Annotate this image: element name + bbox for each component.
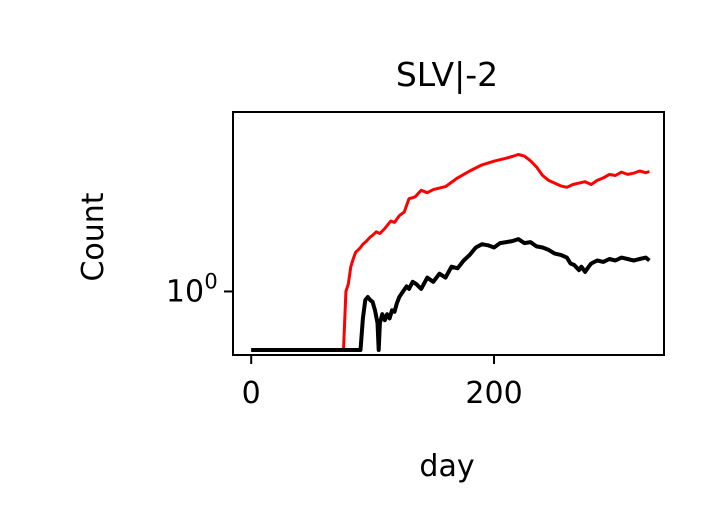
x-axis: 0 200 [242, 355, 523, 411]
y-tick-label: 10 [166, 274, 204, 309]
x-tick-label: 200 [465, 376, 522, 411]
x-tick-label: 0 [242, 376, 261, 411]
y-axis: 10 0 [166, 269, 233, 309]
y-tick-exponent: 0 [204, 269, 217, 293]
series-line-2 [251, 237, 651, 352]
plot-area [232, 111, 665, 356]
y-axis-label: Count [76, 192, 111, 281]
plot-frame [232, 111, 665, 356]
x-axis-label: day [419, 449, 474, 484]
series-line-1 [251, 153, 650, 352]
chart-title: SLV|-2 [396, 55, 498, 94]
